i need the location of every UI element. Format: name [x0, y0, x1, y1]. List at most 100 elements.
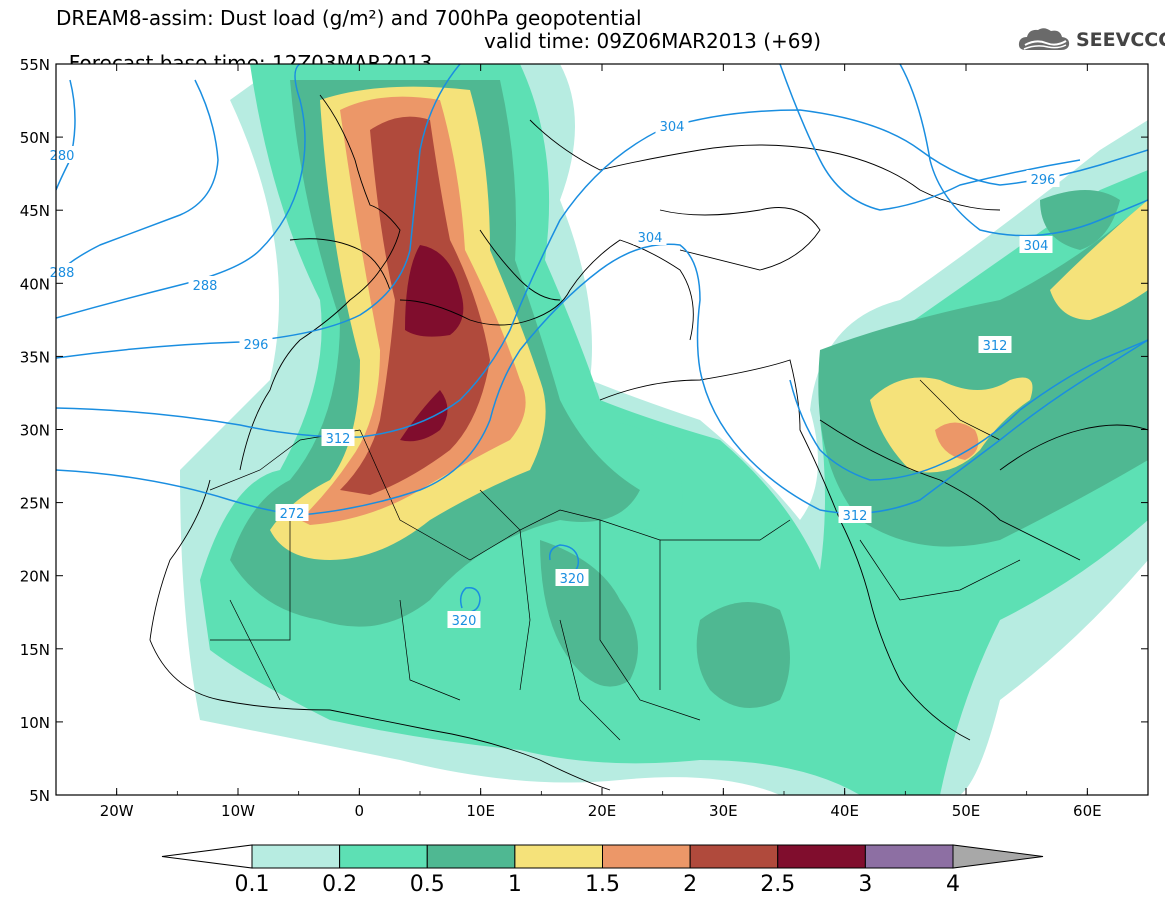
dust-load-field [180, 64, 1148, 795]
contour-label-text: 272 [280, 507, 305, 522]
contour-label: 320 [555, 569, 589, 587]
contour-320-b [548, 544, 580, 575]
contour-label-bg [838, 506, 872, 523]
lon-label: 20W [100, 802, 134, 820]
contour-label-text: 288 [50, 266, 75, 281]
colorbar-swatch [689, 844, 779, 869]
lat-label: 45N [20, 202, 50, 220]
chart-title: DREAM8-assim: Dust load (g/m²) and 700hP… [56, 6, 642, 30]
colorbar-label: 1 [507, 872, 522, 897]
contour-label-text: 312 [843, 509, 868, 524]
colorbar-low-arrow [161, 844, 253, 869]
lon-label: 50E [952, 802, 981, 820]
lat-label: 20N [20, 568, 50, 586]
contour-label: 296 [1026, 170, 1060, 188]
contour-label-bg [978, 336, 1012, 353]
lon-label: 60E [1073, 802, 1102, 820]
contour-label-bg [447, 611, 481, 628]
lat-label: 25N [20, 495, 50, 513]
lon-label: 30E [709, 802, 738, 820]
contour-label: 304 [633, 228, 667, 246]
contour-label: 312 [838, 506, 872, 524]
contour-label: 304 [1019, 236, 1053, 254]
contour-label-bg [45, 263, 79, 280]
lat-label: 35N [20, 348, 50, 366]
dust-band-2.5 [400, 245, 464, 442]
colorbar-swatch [777, 844, 866, 869]
colorbar [161, 844, 1044, 869]
latitude-axis: 55N 50N 45N 40N 35N 30N 25N 20N 15N 10N 5N [20, 56, 1148, 805]
colorbar-swatch [514, 844, 603, 869]
contour-label-bg [633, 228, 667, 245]
contour-label: 312 [321, 429, 355, 447]
contour-label-text: 280 [50, 149, 75, 164]
contour-288-east [779, 64, 1081, 211]
colorbar-label: 2 [683, 872, 698, 897]
contour-label-bg [1026, 170, 1060, 187]
colorbar-swatch [426, 844, 516, 869]
colorbar-label: 0.2 [322, 872, 358, 897]
colorbar-swatch [251, 844, 341, 869]
contour-label: 304 [655, 117, 689, 135]
contour-label: 296 [239, 335, 273, 353]
contour-304-main [56, 109, 1148, 438]
contour-label-bg [1019, 236, 1053, 253]
contour-label-bg [239, 335, 273, 352]
contour-label-text: 320 [560, 572, 585, 587]
colorbar-label: 3 [858, 872, 873, 897]
logo-text: SEEVCCC [1076, 29, 1165, 51]
coastlines [149, 94, 1148, 791]
contour-label: 320 [447, 611, 481, 629]
contour-label-bg [275, 504, 309, 521]
colorbar-label: 4 [946, 872, 960, 897]
colorbar-label: 0.1 [234, 872, 270, 897]
contour-288 [56, 64, 306, 319]
lon-label: 10E [466, 802, 495, 820]
contour-label-text: 304 [1024, 239, 1049, 254]
colorbar-high-arrow [952, 844, 1044, 869]
lat-label: 50N [20, 129, 50, 147]
lon-label: 10W [221, 802, 255, 820]
contour-label: 280 [45, 146, 79, 164]
contour-304-east [789, 339, 1148, 481]
colorbar-label: 2.5 [760, 872, 796, 897]
contour-label-layer: 304 288 296 312 272 280 288 296 304 312 320 320 312 3… [45, 117, 1060, 629]
contour-label-text: 304 [660, 120, 685, 135]
geopotential-contours [56, 64, 1148, 613]
contour-label-text: 312 [326, 432, 351, 447]
contour-label-bg [321, 429, 355, 446]
lat-label: 40N [20, 275, 50, 293]
lon-label: 0 [355, 802, 365, 820]
contour-label-bg [655, 117, 689, 134]
valid-time: valid time: 09Z06MAR2013 (+69) [484, 29, 822, 53]
contour-label: 312 [978, 336, 1012, 354]
contour-label-text: 312 [983, 339, 1008, 354]
colorbar-swatch [602, 844, 691, 869]
lon-label: 40E [830, 802, 859, 820]
lat-label: 5N [29, 787, 50, 805]
colorbar-swatch [339, 844, 428, 869]
contour-label-text: 304 [638, 231, 663, 246]
lat-label: 30N [20, 422, 50, 440]
contour-label-text: 320 [452, 614, 477, 629]
lon-label: 20E [588, 802, 617, 820]
contour-296-east [899, 64, 1148, 237]
contour-label-bg [188, 276, 222, 293]
contour-label-text: 288 [193, 279, 218, 294]
contour-label-bg [45, 146, 79, 163]
contour-280 [56, 79, 219, 276]
lat-label: 55N [20, 56, 50, 74]
lat-label: 15N [20, 641, 50, 659]
contour-label: 288 [188, 276, 222, 294]
colorbar-label: 0.5 [409, 872, 445, 897]
colorbar-label: 1.5 [585, 872, 620, 897]
colorbar-swatch [864, 844, 954, 869]
contour-320-a [459, 586, 481, 613]
contour-312 [56, 243, 1148, 516]
contour-296 [56, 64, 461, 359]
contour-label: 288 [45, 263, 79, 281]
contour-label-bg [555, 569, 589, 586]
cloud-logo-icon [1018, 28, 1070, 50]
contour-label: 272 [275, 504, 309, 522]
